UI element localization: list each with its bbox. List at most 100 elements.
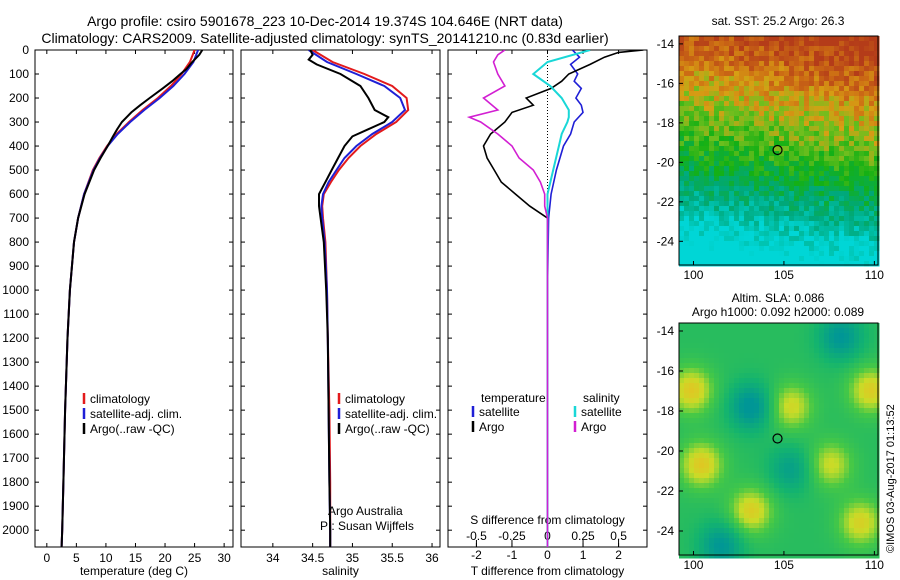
map-cell (864, 96, 870, 102)
map-cell (859, 493, 865, 499)
map-cell (684, 171, 690, 177)
map-cell (814, 66, 820, 72)
map-cell (799, 186, 805, 192)
map-cell (704, 393, 710, 399)
map-cell (749, 221, 755, 227)
map-cell (764, 548, 770, 554)
map-cell (869, 518, 875, 524)
map-cell (699, 388, 705, 394)
map-cell (764, 538, 770, 544)
x-tick-label: -1 (507, 548, 518, 562)
map-cell (679, 383, 685, 389)
map-cell (834, 46, 840, 52)
map-cell (839, 41, 845, 47)
map-cell (769, 221, 775, 227)
map-cell (874, 358, 880, 364)
map-cell (834, 191, 840, 197)
map-cell (859, 131, 865, 137)
map-cell (804, 398, 810, 404)
map-cell (694, 226, 700, 232)
map-cell (809, 186, 815, 192)
map-cell (759, 66, 765, 72)
map-cell (689, 171, 695, 177)
map-cell (859, 256, 865, 262)
map-cell (824, 493, 830, 499)
map-cell (784, 191, 790, 197)
map-cell (774, 106, 780, 112)
map-cell (779, 66, 785, 72)
map-cell (789, 518, 795, 524)
map-cell (834, 146, 840, 152)
map-cell (699, 71, 705, 77)
map-cell (739, 216, 745, 222)
legend-label: satellite-adj. clim. (90, 407, 182, 421)
map-cell (734, 91, 740, 97)
map-cell (714, 96, 720, 102)
map-cell (799, 106, 805, 112)
map-cell (869, 553, 875, 559)
map-cell (854, 41, 860, 47)
map-cell (794, 256, 800, 262)
map-cell (774, 91, 780, 97)
map-cell (864, 76, 870, 82)
map-cell (784, 231, 790, 237)
map-cell (719, 438, 725, 444)
map-cell (804, 56, 810, 62)
map-cell (744, 398, 750, 404)
map-cell (819, 543, 825, 549)
map-cell (719, 161, 725, 167)
map-cell (829, 171, 835, 177)
map-cell (819, 463, 825, 469)
map-cell (839, 433, 845, 439)
map-cell (784, 443, 790, 449)
map-cell (749, 443, 755, 449)
map-cell (774, 46, 780, 52)
map-cell (744, 236, 750, 242)
map-cell (779, 373, 785, 379)
map-cell (829, 438, 835, 444)
map-cell (704, 96, 710, 102)
map-cell (684, 86, 690, 92)
map-cell (784, 256, 790, 262)
map-cell (774, 206, 780, 212)
map-cell (774, 121, 780, 127)
map-cell (739, 141, 745, 147)
map-cell (824, 96, 830, 102)
map-cell (694, 61, 700, 67)
map-cell (794, 251, 800, 257)
map-cell (744, 548, 750, 554)
map-cell (764, 473, 770, 479)
map-cell (689, 498, 695, 504)
map-cell (814, 136, 820, 142)
map-cell (744, 353, 750, 359)
map-cell (784, 533, 790, 539)
map-cell (784, 76, 790, 82)
map-cell (839, 111, 845, 117)
map-cell (684, 508, 690, 514)
map-cell (794, 348, 800, 354)
map-cell (714, 186, 720, 192)
map-cell (804, 538, 810, 544)
map-cell (834, 493, 840, 499)
map-cell (709, 513, 715, 519)
map-cell (724, 171, 730, 177)
map-cell (734, 131, 740, 137)
map-cell (874, 181, 880, 187)
map-cell (864, 468, 870, 474)
map-cell (764, 323, 770, 329)
map-cell (804, 448, 810, 454)
map-cell (754, 71, 760, 77)
map-cell (729, 201, 735, 207)
map-cell (854, 333, 860, 339)
map-cell (874, 423, 880, 429)
map-cell (859, 161, 865, 167)
map-cell (759, 388, 765, 394)
map-cell (829, 328, 835, 334)
map-cell (849, 473, 855, 479)
map-cell (739, 343, 745, 349)
map-cell (689, 418, 695, 424)
map-cell (814, 538, 820, 544)
map-cell (809, 358, 815, 364)
map-cell (789, 383, 795, 389)
map-cell (769, 328, 775, 334)
